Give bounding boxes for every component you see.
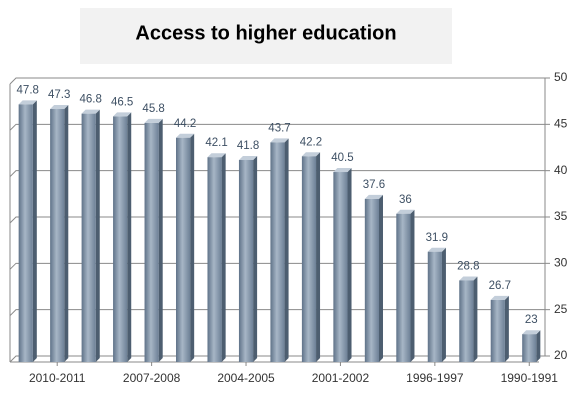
value-label: 45.8 (142, 103, 164, 115)
y-tick-label: 30 (554, 256, 568, 270)
bar-top (522, 330, 541, 335)
chart-title: Access to higher education (135, 22, 396, 44)
y-tick-label: 45 (554, 117, 568, 131)
bar-side (190, 133, 195, 362)
value-label: 36 (399, 194, 412, 206)
bar-top (333, 168, 352, 173)
bar-side (64, 105, 69, 363)
bar-side (127, 112, 132, 362)
x-tick-label: 1990-1991 (501, 371, 559, 385)
grid-line (9, 77, 545, 85)
bar (176, 137, 191, 362)
bar (364, 198, 379, 362)
y-tick-label: 25 (554, 302, 568, 316)
bar (522, 334, 537, 362)
x-tick-label: 1996-1997 (406, 371, 464, 385)
bar-top (490, 295, 509, 300)
grid: 20 25 30 35 40 45 50 2010-2011 2007-2008 2004-200… (9, 70, 568, 385)
bar-side (95, 109, 100, 362)
bar (113, 116, 128, 362)
bar-side (504, 295, 509, 362)
bar-top (176, 133, 195, 138)
bar-side (441, 247, 446, 362)
title-box (80, 8, 452, 64)
bar-side (284, 138, 289, 362)
bar-side (410, 209, 415, 362)
value-label: 46.8 (79, 94, 101, 106)
value-label: 47.3 (48, 89, 70, 101)
bar-side (158, 118, 163, 362)
value-label: 40.5 (331, 152, 353, 164)
bar-side (32, 100, 37, 363)
bar-side (347, 168, 352, 362)
bar (50, 109, 65, 363)
bar (270, 142, 285, 362)
bar-side (378, 194, 383, 362)
y-tick-label: 40 (554, 163, 568, 177)
x-tick-label: 2001-2002 (312, 371, 370, 385)
x-tick-label: 2010-2011 (29, 371, 86, 385)
bar-top (207, 153, 226, 158)
bar-top (301, 152, 321, 157)
value-label: 37.6 (363, 179, 385, 191)
value-label: 47.8 (17, 84, 39, 96)
bar (207, 157, 222, 362)
y-tick-label: 50 (554, 70, 568, 84)
value-label: 46.5 (111, 96, 133, 108)
value-label: 41.8 (237, 140, 259, 152)
grid-line (9, 170, 545, 178)
bar (81, 113, 96, 362)
bar-top (144, 118, 163, 123)
bar (427, 251, 442, 362)
bar-top (81, 109, 100, 114)
bar (238, 159, 254, 362)
x-tick-label: 2004-2005 (217, 371, 275, 385)
bar-top (396, 209, 415, 214)
x-tick-label: 2007-2008 (123, 371, 181, 385)
bar-top (238, 155, 258, 160)
bar-top (270, 138, 289, 143)
bar (333, 172, 348, 362)
value-label: 42.2 (300, 136, 322, 148)
y-tick-label: 20 (554, 348, 568, 362)
bar-side (473, 276, 478, 362)
value-label: 23 (525, 314, 538, 326)
bar-top (50, 105, 69, 110)
value-label: 26.7 (489, 280, 511, 292)
bar-top (18, 100, 37, 105)
value-label: 42.1 (205, 137, 227, 149)
bar (459, 280, 474, 362)
value-label: 28.8 (457, 260, 479, 272)
bar-side (253, 155, 258, 362)
value-label: 43.7 (268, 122, 290, 134)
value-label: 31.9 (426, 232, 448, 244)
bars: 47.8 47.3 46.8 46.5 45.8 44.2 42.1 41.8 43.7 42.2… (17, 84, 541, 363)
bar (18, 104, 33, 363)
y-tick-label: 35 (554, 209, 568, 223)
bar-side (316, 152, 321, 362)
bar (396, 213, 411, 362)
bar (490, 299, 505, 362)
bar-side (536, 330, 541, 362)
bar-top (113, 112, 132, 117)
bar-side (221, 153, 226, 362)
value-label: 44.2 (174, 118, 196, 130)
bar (301, 156, 317, 362)
bar-top (459, 276, 478, 281)
bar-top (427, 247, 446, 252)
grid-line (9, 123, 545, 131)
bar (144, 122, 159, 362)
bar-top (364, 194, 383, 199)
